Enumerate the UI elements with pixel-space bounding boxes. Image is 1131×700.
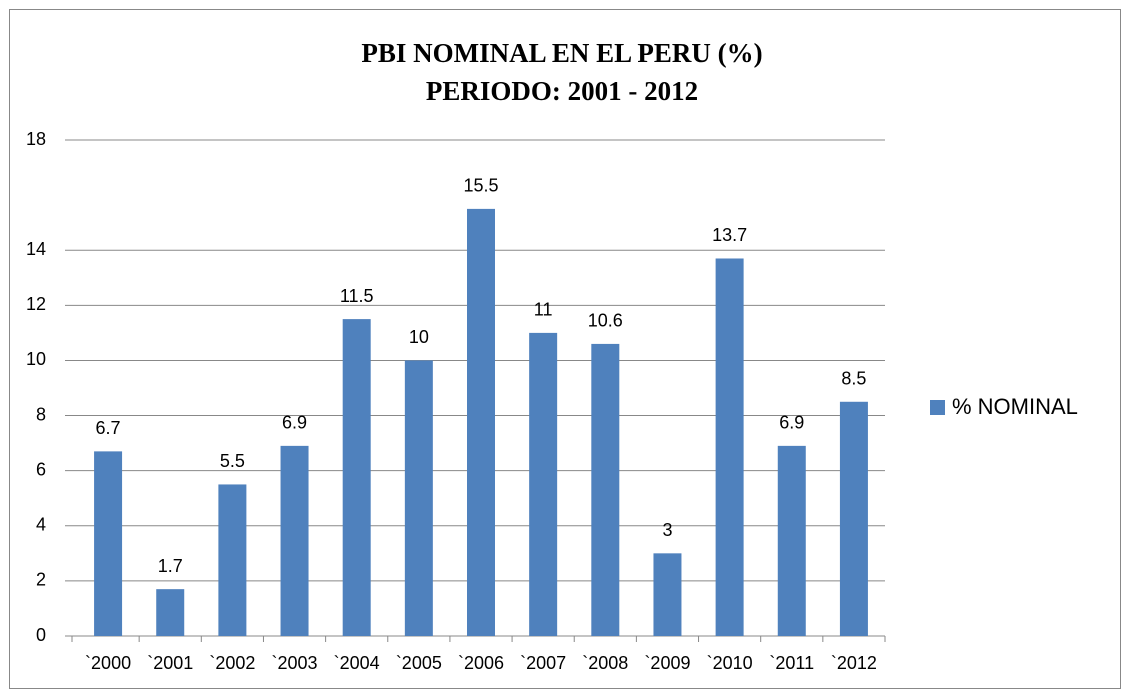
x-tick-label: `2004 xyxy=(334,653,380,673)
bar xyxy=(591,343,620,636)
data-label: 6.9 xyxy=(282,413,307,433)
data-label: 15.5 xyxy=(463,176,498,196)
data-label: 8.5 xyxy=(841,369,866,389)
data-label: 11 xyxy=(534,300,553,320)
x-tick-label: `2011 xyxy=(769,653,814,673)
data-label: 10 xyxy=(409,327,429,347)
y-tick-label: 12 xyxy=(26,294,46,314)
data-label: 6.7 xyxy=(96,418,121,438)
chart-border xyxy=(9,9,1121,689)
bar xyxy=(715,258,744,636)
data-label: 13.7 xyxy=(712,225,747,245)
bar xyxy=(777,445,806,636)
bar xyxy=(342,319,371,636)
y-tick-label: 6 xyxy=(36,459,46,479)
bar xyxy=(218,484,247,636)
data-label: 10.6 xyxy=(588,311,623,331)
data-label: 5.5 xyxy=(220,451,245,471)
x-tick-label: `2003 xyxy=(272,653,318,673)
y-tick-label: 0 xyxy=(36,625,46,645)
chart-title: PBI NOMINAL EN EL PERU (%) xyxy=(361,38,762,68)
x-tick-label: `2010 xyxy=(707,653,753,673)
chart-subtitle: PERIODO: 2001 - 2012 xyxy=(426,76,698,106)
bar xyxy=(467,208,495,636)
x-tick-label: `2012 xyxy=(831,653,877,673)
y-tick-label: 14 xyxy=(26,239,46,259)
legend-swatch xyxy=(930,400,945,415)
y-tick-label: 18 xyxy=(26,129,46,149)
x-tick-label: `2005 xyxy=(396,653,442,673)
y-tick-label: 2 xyxy=(36,570,46,590)
bar xyxy=(94,451,123,636)
data-label: 6.9 xyxy=(779,413,804,433)
x-tick-label: `2007 xyxy=(520,653,566,673)
legend-label: % NOMINAL xyxy=(952,394,1078,419)
data-label: 3 xyxy=(662,520,672,540)
data-label: 1.7 xyxy=(158,556,183,576)
bar xyxy=(156,589,185,636)
bar xyxy=(839,401,868,636)
bar xyxy=(529,332,558,636)
x-tick-label: `2002 xyxy=(209,653,255,673)
bar xyxy=(280,445,309,636)
x-tick-label: `2009 xyxy=(644,653,690,673)
y-tick-label: 4 xyxy=(36,515,46,535)
x-tick-label: `2001 xyxy=(147,653,193,673)
x-tick-label: `2006 xyxy=(458,653,504,673)
bar xyxy=(404,360,433,636)
x-tick-label: `2000 xyxy=(85,653,131,673)
y-tick-label: 8 xyxy=(36,404,46,424)
y-tick-label: 10 xyxy=(26,349,46,369)
data-label: 11.5 xyxy=(340,286,374,306)
bar xyxy=(653,553,682,636)
x-tick-label: `2008 xyxy=(582,653,628,673)
